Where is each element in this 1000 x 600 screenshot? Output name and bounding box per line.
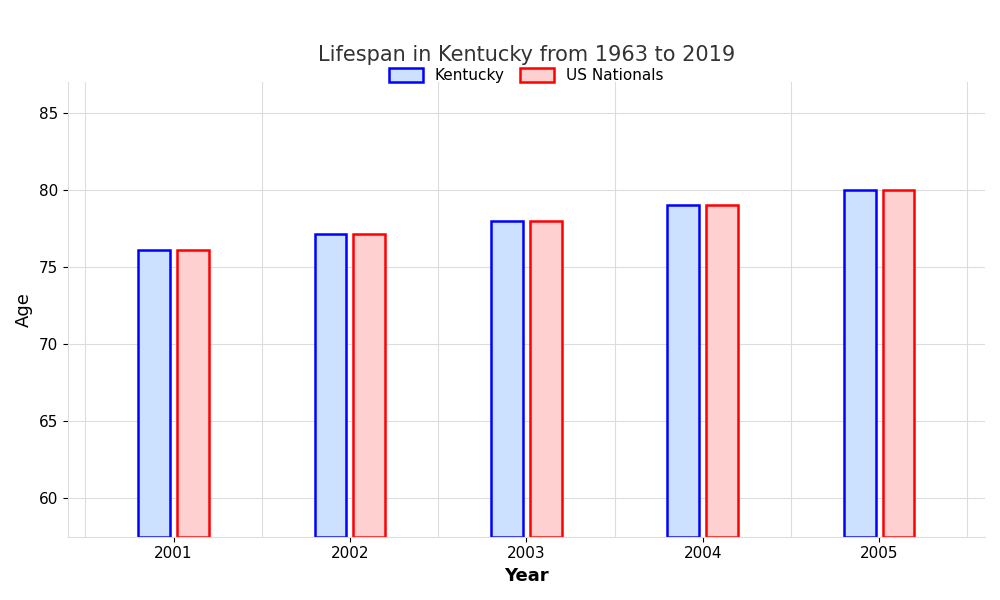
Bar bbox=[315, 235, 346, 537]
Legend: Kentucky, US Nationals: Kentucky, US Nationals bbox=[383, 62, 670, 89]
Y-axis label: Age: Age bbox=[15, 292, 33, 327]
Bar bbox=[491, 221, 523, 537]
Bar bbox=[883, 190, 914, 537]
Bar bbox=[353, 235, 385, 537]
Bar bbox=[844, 190, 876, 537]
Bar bbox=[667, 205, 699, 537]
Bar bbox=[138, 250, 170, 537]
X-axis label: Year: Year bbox=[504, 567, 549, 585]
Title: Lifespan in Kentucky from 1963 to 2019: Lifespan in Kentucky from 1963 to 2019 bbox=[318, 45, 735, 65]
Bar bbox=[530, 221, 562, 537]
Bar bbox=[177, 250, 209, 537]
Bar bbox=[706, 205, 738, 537]
